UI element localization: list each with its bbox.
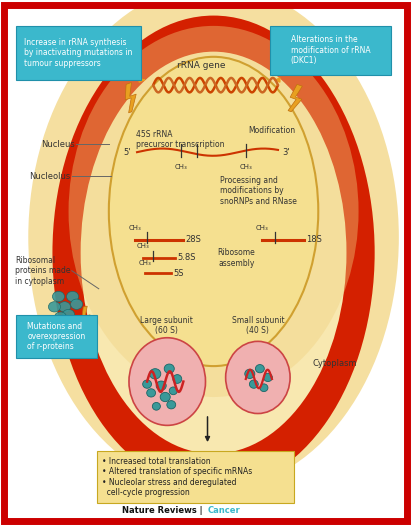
Ellipse shape (226, 341, 290, 413)
Ellipse shape (143, 380, 152, 388)
Text: Cancer: Cancer (208, 505, 240, 514)
Text: • Increased total translation
• Altered translation of specific mRNAs
• Nucleola: • Increased total translation • Altered … (102, 457, 252, 497)
Text: 28S: 28S (185, 235, 201, 244)
FancyBboxPatch shape (16, 315, 97, 358)
Text: CH₃: CH₃ (256, 225, 268, 230)
Ellipse shape (69, 26, 358, 397)
Ellipse shape (260, 384, 268, 392)
Text: CH₃: CH₃ (137, 242, 150, 249)
Ellipse shape (54, 312, 67, 322)
Text: Nucleolus: Nucleolus (29, 172, 71, 181)
Polygon shape (288, 84, 302, 112)
Ellipse shape (109, 57, 318, 366)
Text: 5.8S: 5.8S (177, 254, 196, 262)
FancyBboxPatch shape (97, 451, 294, 503)
Text: Alterations in the
modification of rRNA
(DKC1): Alterations in the modification of rRNA … (291, 35, 370, 65)
Ellipse shape (245, 369, 255, 379)
Text: CH₃: CH₃ (129, 225, 141, 230)
Polygon shape (125, 83, 136, 113)
Ellipse shape (156, 381, 166, 390)
FancyBboxPatch shape (270, 26, 391, 75)
Ellipse shape (53, 16, 375, 490)
Text: 5': 5' (123, 148, 131, 157)
Polygon shape (82, 306, 90, 328)
Ellipse shape (129, 338, 206, 426)
Text: Ribosomal
proteins made
in cytoplasm: Ribosomal proteins made in cytoplasm (15, 256, 71, 286)
Ellipse shape (150, 369, 161, 379)
Text: rRNA gene: rRNA gene (177, 60, 226, 69)
Text: Large subunit
(60 S): Large subunit (60 S) (140, 316, 193, 335)
Ellipse shape (167, 401, 175, 409)
Text: Nature Reviews |: Nature Reviews | (122, 505, 206, 514)
Text: CH₃: CH₃ (239, 164, 252, 169)
Text: Increase in rRNA synthesis
by inactivating mutations in
tumour suppressors: Increase in rRNA synthesis by inactivati… (24, 38, 133, 68)
Ellipse shape (71, 299, 83, 309)
Text: 45S rRNA
precursor transcription: 45S rRNA precursor transcription (136, 130, 225, 149)
Text: Nucleus: Nucleus (41, 140, 75, 149)
Ellipse shape (62, 309, 75, 320)
Text: Ribosome
assembly: Ribosome assembly (217, 248, 255, 268)
Text: Processing and
modifications by
snoRNPs and RNase: Processing and modifications by snoRNPs … (219, 176, 296, 206)
Ellipse shape (147, 389, 155, 397)
Ellipse shape (81, 52, 346, 454)
Text: CH₃: CH₃ (175, 164, 188, 169)
FancyBboxPatch shape (16, 26, 141, 80)
Text: Small subunit
(40 S): Small subunit (40 S) (231, 316, 284, 335)
Ellipse shape (58, 302, 71, 312)
Ellipse shape (173, 375, 182, 383)
Text: 18S: 18S (306, 235, 322, 244)
Ellipse shape (67, 291, 79, 301)
Text: 5S: 5S (173, 269, 184, 278)
Ellipse shape (256, 365, 264, 373)
Ellipse shape (152, 402, 160, 410)
Ellipse shape (53, 291, 65, 301)
Ellipse shape (160, 392, 170, 402)
Ellipse shape (249, 380, 258, 388)
Ellipse shape (263, 373, 272, 381)
Ellipse shape (164, 364, 174, 373)
Ellipse shape (169, 387, 177, 394)
Text: CH₃: CH₃ (139, 259, 152, 266)
Text: 3': 3' (282, 148, 290, 157)
Text: Mutations and
overexpression
of r-proteins: Mutations and overexpression of r-protei… (28, 321, 85, 351)
Ellipse shape (28, 0, 399, 490)
Text: Cytoplasm: Cytoplasm (312, 359, 357, 368)
Text: Modification: Modification (248, 126, 295, 135)
Ellipse shape (48, 302, 60, 312)
